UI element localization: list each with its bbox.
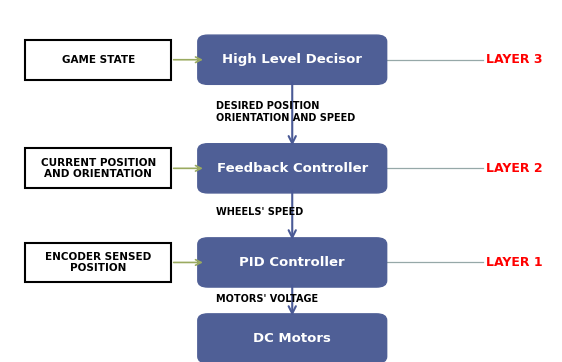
Text: PID Controller: PID Controller xyxy=(239,256,345,269)
Text: Feedback Controller: Feedback Controller xyxy=(216,162,368,175)
Text: DESIRED POSITION
ORIENTATION AND SPEED: DESIRED POSITION ORIENTATION AND SPEED xyxy=(216,101,356,123)
Text: MOTORS' VOLTAGE: MOTORS' VOLTAGE xyxy=(216,294,319,304)
FancyBboxPatch shape xyxy=(25,40,171,80)
Text: LAYER 3: LAYER 3 xyxy=(486,53,543,66)
Text: LAYER 2: LAYER 2 xyxy=(486,162,543,175)
Text: LAYER 1: LAYER 1 xyxy=(486,256,543,269)
Text: DC Motors: DC Motors xyxy=(253,332,331,345)
FancyBboxPatch shape xyxy=(198,238,387,287)
FancyBboxPatch shape xyxy=(198,314,387,362)
Text: ENCODER SENSED
POSITION: ENCODER SENSED POSITION xyxy=(45,252,152,273)
Text: GAME STATE: GAME STATE xyxy=(62,55,135,65)
FancyBboxPatch shape xyxy=(25,243,171,282)
FancyBboxPatch shape xyxy=(198,35,387,84)
Text: WHEELS' SPEED: WHEELS' SPEED xyxy=(216,207,303,217)
FancyBboxPatch shape xyxy=(198,144,387,193)
Text: High Level Decisor: High Level Decisor xyxy=(222,53,362,66)
Text: CURRENT POSITION
AND ORIENTATION: CURRENT POSITION AND ORIENTATION xyxy=(40,157,156,179)
FancyBboxPatch shape xyxy=(25,148,171,188)
